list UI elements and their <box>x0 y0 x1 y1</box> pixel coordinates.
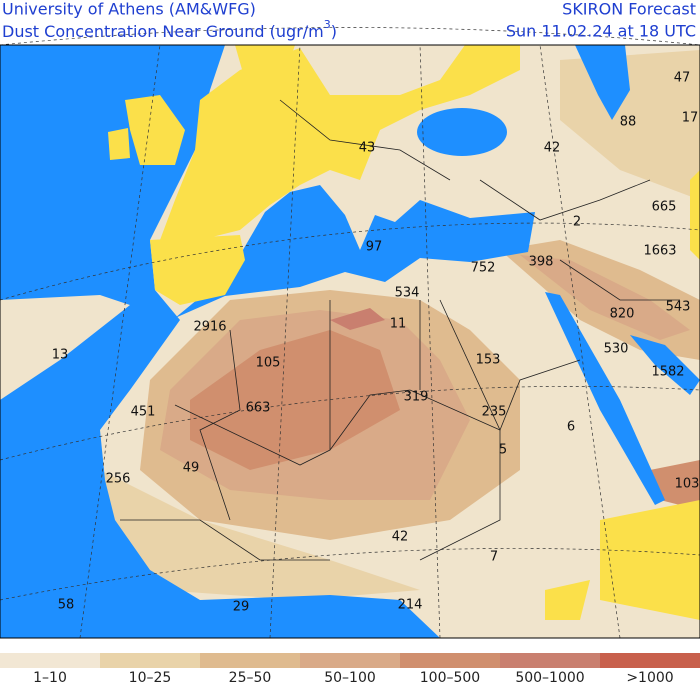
legend-swatch <box>100 653 200 668</box>
concentration-label: 11 <box>390 317 407 332</box>
concentration-label: 49 <box>183 461 200 476</box>
product: SKIRON Forecast <box>562 0 696 19</box>
concentration-label: 752 <box>471 261 496 276</box>
title-superscript: 3 <box>324 18 331 31</box>
concentration-label: 7 <box>490 550 498 565</box>
concentration-label: 42 <box>392 530 409 545</box>
concentration-label: 319 <box>404 390 429 405</box>
concentration-label: 214 <box>398 598 423 613</box>
concentration-label: 530 <box>604 342 629 357</box>
legend-swatch <box>200 653 300 668</box>
concentration-label: 1663 <box>643 244 676 259</box>
concentration-label: 2916 <box>193 320 226 335</box>
concentration-label: 451 <box>131 405 156 420</box>
concentration-label: 6 <box>567 420 575 435</box>
concentration-label: 47 <box>674 71 691 86</box>
legend-label: 500–1000 <box>515 670 584 685</box>
concentration-label: 105 <box>256 356 281 371</box>
concentration-label: 43 <box>359 141 376 156</box>
concentration-label: 153 <box>476 353 501 368</box>
legend-label: 10–25 <box>129 670 172 685</box>
concentration-label: 42 <box>544 141 561 156</box>
concentration-label: 543 <box>666 300 691 315</box>
legend-swatch <box>500 653 600 668</box>
concentration-label: 398 <box>529 255 554 270</box>
map-title: Dust Concentration Near Ground (ugr/m3) <box>2 18 337 41</box>
forecast-date: Sun 11.02.24 at 18 UTC <box>506 22 696 41</box>
legend-label: 50–100 <box>324 670 376 685</box>
concentration-label: 256 <box>106 472 131 487</box>
concentration-label: 88 <box>620 115 637 130</box>
legend-swatch <box>600 653 700 668</box>
concentration-label: 17 <box>682 111 699 126</box>
concentration-label: 5 <box>499 443 507 458</box>
title-text: Dust Concentration Near Ground (ugr/m <box>2 22 324 41</box>
legend-swatch <box>300 653 400 668</box>
concentration-label: 235 <box>482 405 507 420</box>
legend-label: 25–50 <box>229 670 272 685</box>
concentration-label: 534 <box>395 286 420 301</box>
concentration-label: 2 <box>573 215 581 230</box>
concentration-label: 29 <box>233 600 250 615</box>
concentration-label: 820 <box>610 307 635 322</box>
concentration-label: 13 <box>52 348 69 363</box>
legend-label: 1–10 <box>33 670 67 685</box>
concentration-label: 58 <box>58 598 75 613</box>
legend-swatch <box>0 653 100 668</box>
map <box>0 27 700 639</box>
legend-swatch <box>400 653 500 668</box>
concentration-label: 103 <box>675 477 700 492</box>
concentration-label: 663 <box>246 401 271 416</box>
title-suffix: ) <box>331 22 337 41</box>
concentration-label: 1582 <box>651 365 684 380</box>
legend-label: >1000 <box>626 670 673 685</box>
concentration-label: 97 <box>366 240 383 255</box>
institution: University of Athens (AM&WFG) <box>2 0 256 19</box>
legend-label: 100–500 <box>420 670 480 685</box>
concentration-label: 665 <box>652 200 677 215</box>
